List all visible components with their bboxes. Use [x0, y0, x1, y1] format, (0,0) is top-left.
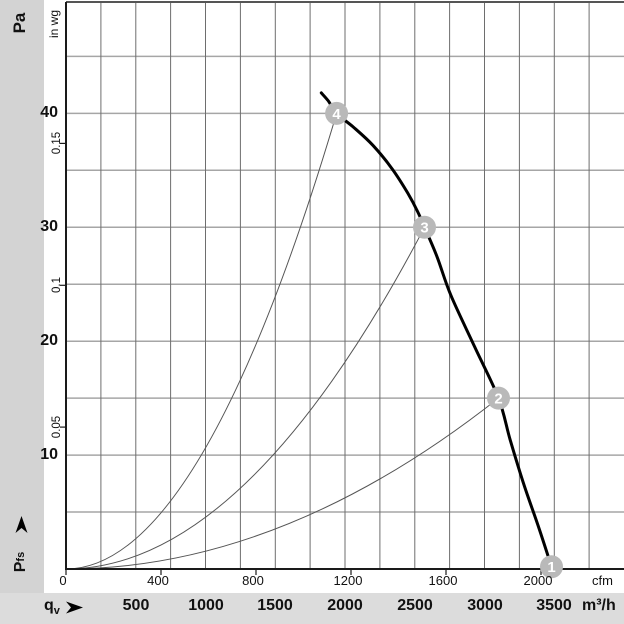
operating-point-number-3: 3	[420, 220, 428, 237]
m3h-scale-band	[0, 593, 624, 624]
m3h-tick-label-2500: 2500	[397, 597, 433, 614]
system-resistance-curve-4	[65, 113, 338, 570]
operating-point-number-1: 1	[547, 559, 555, 576]
operating-point-4	[325, 101, 349, 125]
pa-tick-label-30: 30	[40, 218, 58, 235]
fan-characteristic-curve	[319, 91, 553, 569]
m3h-tick-label-3500: 3500	[536, 597, 572, 614]
m3h-tick-label-2000: 2000	[327, 597, 363, 614]
m3h-unit-label: m³/h	[582, 597, 616, 614]
pa-tick-label-20: 20	[40, 332, 58, 349]
cfm-unit-label: cfm	[592, 573, 613, 588]
operating-point-3	[413, 215, 436, 239]
cfm-tick-label-800: 800	[242, 573, 264, 588]
operating-point-number-2: 2	[494, 391, 502, 408]
pfs-axis-label-base: P	[12, 561, 29, 573]
operating-point-1	[540, 555, 563, 579]
qv-axis-label: qv	[44, 597, 60, 617]
m3h-tick-label-3000: 3000	[467, 597, 503, 614]
inwg-tick-label-0.05: 0.05	[51, 415, 63, 439]
system-resistance-curve-2	[65, 397, 499, 570]
cfm-tick-label-1200: 1200	[333, 573, 363, 588]
system-resistance-curve-3	[65, 227, 425, 570]
cfm-tick-label-1600: 1600	[428, 573, 458, 588]
inwg-tick-label-0.1: 0.1	[51, 277, 63, 293]
pa-tick-label-40: 40	[40, 104, 58, 121]
pa-axis-title: Pa	[10, 12, 29, 34]
cfm-tick-label-400: 400	[147, 573, 169, 588]
qv-arrow-icon	[66, 601, 83, 614]
inwg-tick-label-0.15: 0.15	[51, 131, 63, 155]
m3h-tick-label-1000: 1000	[188, 597, 224, 614]
pfs-arrow-icon	[15, 516, 28, 533]
pa-tick-label-10: 10	[40, 446, 58, 463]
pfs-axis-label-sub: fs	[15, 551, 27, 562]
cfm-tick-label-0: 0	[59, 573, 67, 588]
m3h-tick-label-500: 500	[122, 597, 150, 614]
qv-axis-label-base: q	[44, 597, 54, 614]
qv-axis-label-sub: v	[53, 605, 60, 618]
operating-point-number-4: 4	[332, 106, 341, 123]
cfm-tick-label-2000: 2000	[523, 573, 553, 588]
m3h-tick-label-1500: 1500	[257, 597, 293, 614]
operating-point-2	[487, 386, 510, 410]
inwg-axis-title: in wg	[47, 10, 61, 39]
